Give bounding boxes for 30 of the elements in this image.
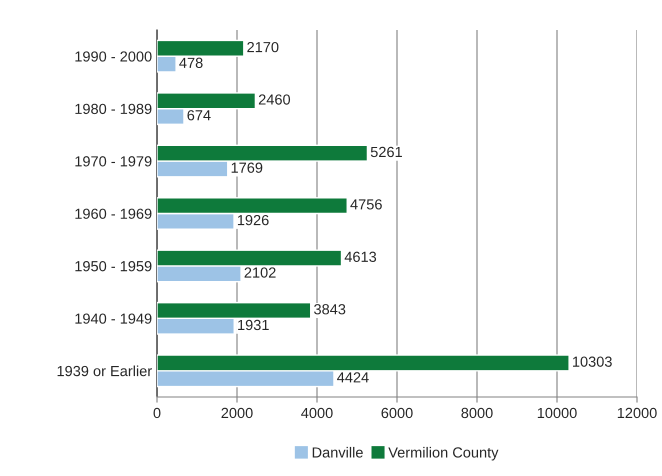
data-label: 478: [179, 58, 203, 68]
data-label: 10303: [573, 356, 612, 367]
legend-label: Vermilion County: [388, 446, 498, 460]
y-tick-label: 1940 - 1949: [75, 313, 152, 324]
y-tick-label: 1939 or Earlier: [58, 366, 152, 376]
data-label: 5261: [370, 146, 402, 158]
data-label: 3843: [314, 304, 346, 314]
y-tick-label: 1990 - 2000: [75, 51, 152, 62]
y-tick-label: 1960 - 1969: [75, 208, 152, 219]
legend-label: Danville: [312, 446, 363, 458]
data-label: 1769: [232, 162, 262, 173]
data-label: 2460: [258, 94, 290, 105]
data-label: 1931: [238, 320, 269, 330]
data-label: 4613: [344, 252, 376, 262]
x-tick-label: 2000: [222, 408, 253, 418]
x-tick-label: 0: [154, 408, 160, 418]
x-tick-label: 10000: [538, 408, 577, 418]
data-label: 1926: [238, 214, 269, 226]
y-tick-label: 1950 - 1959: [75, 261, 152, 272]
data-label: 2102: [244, 267, 276, 278]
data-label: 4756: [350, 199, 382, 210]
y-tick-label: 1980 - 1989: [75, 104, 152, 114]
x-tick-label: 4000: [301, 408, 333, 418]
data-label: 4424: [337, 372, 369, 382]
data-label: 674: [187, 110, 211, 120]
data-label: 2170: [247, 42, 278, 52]
x-tick-label: 6000: [382, 408, 413, 418]
x-tick-label: 12000: [618, 408, 657, 418]
x-tick-label: 8000: [461, 408, 493, 418]
y-tick-label: 1970 - 1979: [75, 156, 152, 166]
